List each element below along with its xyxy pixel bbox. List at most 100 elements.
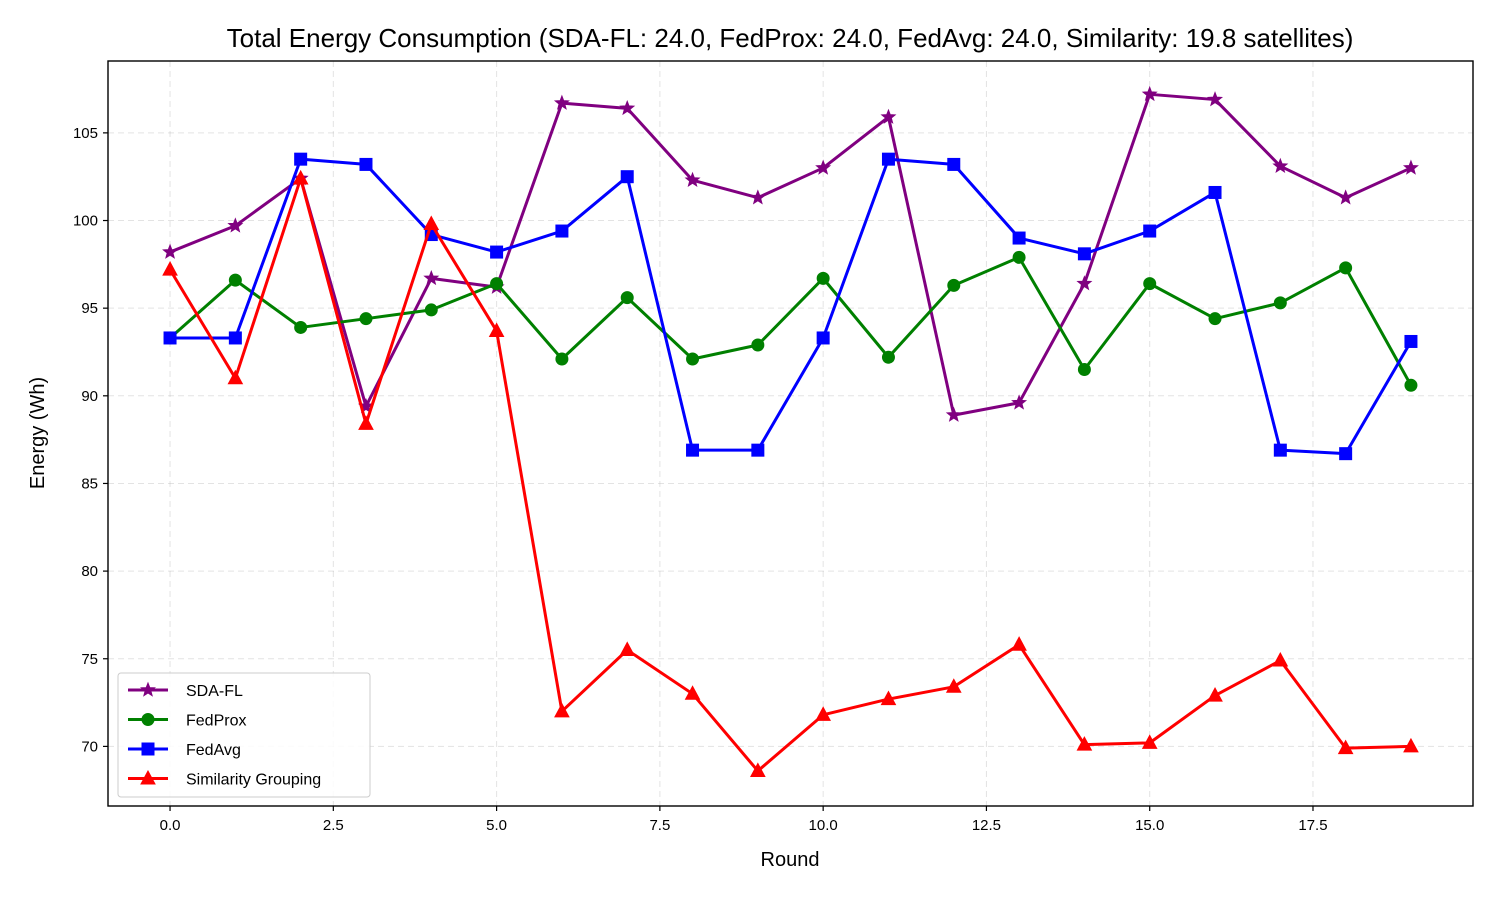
sda-fl-point [880,108,897,124]
sda-fl-point [815,159,832,175]
sda-fl-point [684,171,701,187]
fedavg-line [170,157,1413,456]
legend: SDA-FL FedProx FedAvg Similarity Grouping [117,672,371,798]
sda-fl-point [1141,85,1158,102]
similarity-grouping-point [358,415,374,430]
x-tick-label: 2.5 [323,817,344,834]
x-tick-label: 7.5 [649,817,670,834]
similarity-grouping-point [880,690,897,706]
fedprox-point [881,350,895,364]
fedprox-point [1208,312,1222,326]
fedprox-line [169,255,1413,387]
fedavg-point [1339,447,1353,461]
similarity-grouping-point [554,702,570,718]
y-tick-label: 95 [81,300,98,317]
fedavg-point [686,443,700,457]
sda-fl-point [1272,157,1289,173]
similarity-grouping-point [1272,651,1289,667]
sda-fl-point [227,217,244,233]
y-tick-label: 90 [81,388,98,405]
fedprox-point [359,312,373,326]
fedprox-point [1273,296,1287,310]
similarity-grouping-point [750,762,766,777]
fedprox-point [490,277,504,291]
legend-swatch-marker [141,742,155,756]
fedprox-point [294,320,308,334]
fedavg-point [490,245,504,259]
fedprox-point [228,273,242,287]
fedprox-point [555,352,569,366]
y-tick-label: 85 [81,475,98,492]
fedavg-point [947,157,961,171]
fedprox-point [947,278,961,292]
legend-label: FedAvg [186,742,241,759]
sda-fl-point [945,406,962,422]
fedavg-point [1077,247,1091,261]
fedavg-point [359,157,373,171]
sda-fl-point [162,243,179,259]
fedavg-point [1404,334,1418,348]
sda-fl-point [423,269,440,286]
y-tick-label: 100 [73,213,98,230]
fedavg-point [881,152,895,166]
similarity-grouping-point [162,261,178,276]
fedavg-point [1143,224,1157,238]
fedprox-point [1077,363,1091,377]
legend-item-sda-fl: SDA-FL [128,681,243,700]
sda-fl-point [1076,275,1093,291]
y-axis-ticks: 70 75 80 85 90 95 100 105 [73,125,108,755]
similarity-grouping-point [1141,734,1158,749]
legend-swatch-marker [140,681,156,697]
series-fedavg [163,152,1418,461]
sda-fl-point [619,99,636,116]
sda-fl-line [169,92,1412,417]
legend-label: Similarity Grouping [186,772,321,789]
x-tick-label: 0.0 [160,817,181,834]
x-tick-label: 12.5 [972,817,1001,834]
x-tick-label: 15.0 [1135,817,1164,834]
fedavg-point [1012,231,1026,245]
series-layer [162,85,1419,777]
fedavg-point [1273,443,1287,457]
fedprox-point [1404,378,1418,392]
sda-fl-point [1011,394,1028,410]
legend-swatch-marker [141,713,155,726]
fedavg-point [1208,185,1222,199]
chart-title: Total Energy Consumption (SDA-FL: 24.0, … [227,23,1354,53]
fedavg-point [228,331,242,345]
x-tick-label: 17.5 [1298,817,1327,834]
legend-box [117,672,371,798]
fedavg-point [620,170,634,184]
y-tick-label: 70 [81,738,98,755]
sda-fl-point [749,189,766,205]
fedavg-point [555,224,569,238]
similarity-grouping-point [1076,736,1093,751]
plot-frame [107,60,1474,807]
similarity-grouping-point [1011,636,1027,651]
fedprox-point [686,352,700,366]
y-tick-label: 80 [81,563,98,580]
fedprox-point [424,303,438,317]
similarity-grouping-point [227,369,244,385]
similarity-grouping-point [684,685,701,700]
legend-label: SDA-FL [186,683,243,700]
fedavg-point [816,331,830,345]
fedavg-point [751,443,765,457]
fedprox-point [751,338,765,352]
fedprox-point [1339,261,1353,275]
series-similarity-grouping [162,169,1419,777]
sda-fl-point [1337,189,1354,205]
similarity-grouping-point [1337,739,1354,755]
x-tick-label: 10.0 [809,817,838,834]
similarity-grouping-point [1403,737,1419,753]
similarity-grouping-point [292,169,309,185]
fedavg-point [163,331,177,345]
similarity-grouping-line [168,176,1411,773]
fedprox-point [1012,250,1026,264]
y-tick-label: 105 [73,125,98,142]
legend-swatch-marker [140,769,156,785]
legend-item-similarity-grouping: Similarity Grouping [128,769,321,789]
sda-fl-point [1402,159,1419,175]
sda-fl-point [553,94,570,110]
x-axis-ticks: 0.0 2.5 5.0 7.5 10.0 12.5 15.0 17.5 [160,806,1328,834]
